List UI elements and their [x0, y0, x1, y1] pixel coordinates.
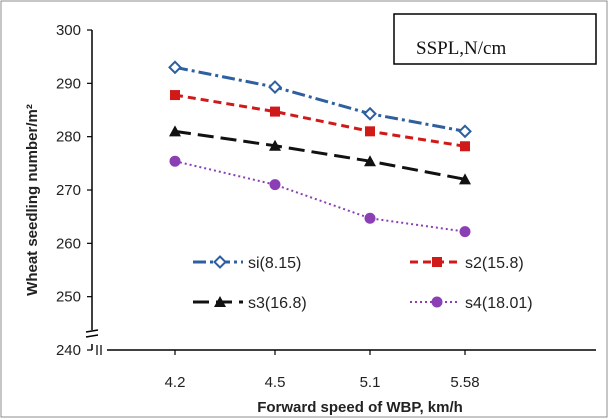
data-point	[363, 106, 377, 121]
series-line	[174, 160, 466, 233]
y-axis-break-mark	[85, 329, 99, 333]
x-tick-label: 5.58	[450, 374, 479, 391]
data-point	[459, 226, 471, 238]
legend-item: s4(18.01)	[410, 295, 533, 312]
legend-label: s3(16.8)	[248, 295, 307, 312]
series-line	[174, 65, 466, 133]
series-4	[169, 155, 471, 238]
series-3	[169, 125, 471, 185]
data-point	[269, 179, 281, 191]
data-point	[268, 80, 282, 94]
y-tick-label: 260	[56, 235, 81, 252]
legend-title: SSPL,N/cm	[416, 38, 506, 59]
legend-title-box	[393, 13, 597, 65]
data-point	[270, 106, 280, 117]
data-point	[170, 90, 180, 101]
legend-marker	[431, 296, 443, 308]
series-line	[174, 93, 466, 148]
y-axis-title: Wheat seedling number/m²	[24, 104, 41, 296]
data-point	[269, 139, 281, 151]
legend-item: s3(16.8)	[193, 295, 307, 312]
series-1	[168, 60, 472, 139]
data-point	[458, 124, 472, 139]
series-line	[174, 129, 466, 181]
legend-label: s4(18.01)	[465, 295, 533, 312]
data-point	[169, 125, 181, 137]
legend-marker	[432, 257, 442, 267]
legend-item: si(8.15)	[193, 255, 301, 272]
y-tick-label: 240	[56, 342, 81, 359]
data-point	[365, 126, 375, 137]
y-tick-label: 270	[56, 182, 81, 199]
data-point	[364, 212, 376, 224]
data-point	[459, 173, 471, 185]
data-point	[168, 60, 182, 75]
legend-label: si(8.15)	[248, 255, 301, 272]
data-point	[364, 155, 376, 167]
y-tick-label: 300	[56, 22, 81, 39]
legend-label: s2(15.8)	[465, 255, 524, 272]
y-tick-label: 290	[56, 75, 81, 92]
y-tick-label: 280	[56, 129, 81, 146]
legend-item: s2(15.8)	[410, 255, 524, 272]
data-point	[460, 141, 470, 152]
legend-marker	[213, 255, 227, 269]
legend-marker	[214, 296, 226, 307]
y-axis-break-mark	[85, 334, 99, 338]
y-tick-label: 250	[56, 289, 81, 306]
x-tick-label: 5.1	[360, 374, 381, 391]
x-axis-title: Forward speed of WBP, km/h	[257, 399, 463, 416]
x-tick-label: 4.5	[265, 374, 286, 391]
x-tick-label: 4.2	[165, 374, 186, 391]
series-2	[170, 90, 470, 152]
data-point	[169, 155, 181, 167]
